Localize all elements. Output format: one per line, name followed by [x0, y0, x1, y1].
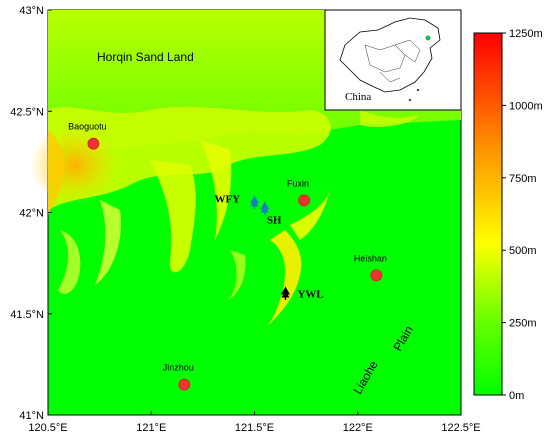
site-tree-trunk	[264, 212, 266, 215]
site-markers: WFY SH YWL	[215, 193, 324, 300]
site-label: SH	[267, 214, 282, 226]
legend-label: 0m	[509, 390, 524, 402]
city-label: Jinzhou	[163, 363, 194, 373]
city-label: Heishan	[354, 253, 387, 263]
city-marker	[370, 269, 383, 282]
latitude-axis: 43°N 42.5°N 42°N 41.5°N 41°N	[10, 5, 52, 422]
region-label-horqin: Horqin Sand Land	[97, 50, 194, 64]
city-marker	[298, 194, 310, 207]
lon-tick-label: 121°E	[136, 422, 166, 434]
lat-tick-label: 42°N	[19, 208, 44, 220]
legend-label: 250m	[509, 318, 537, 330]
city-label: Fuxin	[287, 178, 309, 188]
site-label: WFY	[215, 193, 241, 205]
site-tree-trunk	[284, 297, 287, 300]
longitude-axis: 120.5°E 121°E 121.5°E 122°E 122.5°E	[28, 411, 481, 434]
legend-label: 1250m	[509, 28, 543, 40]
site-tree-marker	[280, 286, 290, 298]
lat-tick-label: 41°N	[19, 410, 44, 422]
lon-tick-label: 122.5°E	[441, 422, 480, 434]
site-label: YWL	[297, 289, 323, 301]
inset-china-map: China	[324, 9, 462, 111]
lon-tick-label: 122°E	[343, 422, 373, 434]
legend-colorbar	[473, 32, 503, 396]
site-tree-marker	[250, 195, 259, 207]
inset-label: China	[345, 91, 371, 103]
lat-tick-label: 43°N	[19, 5, 44, 17]
city-marker	[87, 137, 100, 150]
elevation-legend: 1250m 1000m 750m 500m 250m 0m	[473, 28, 543, 402]
legend-label: 500m	[509, 245, 537, 257]
city-marker	[178, 378, 191, 391]
city-markers: Baoguotu Fuxin Heishan Jinzhou	[68, 122, 387, 391]
lat-tick-label: 42.5°N	[10, 106, 44, 118]
lon-tick-label: 121.5°E	[235, 422, 274, 434]
inset-study-area-marker	[425, 35, 431, 41]
site-tree-trunk	[253, 206, 256, 209]
lon-tick-label: 120.5°E	[28, 422, 67, 434]
legend-label: 1000m	[509, 100, 543, 112]
lat-tick-label: 41.5°N	[10, 309, 44, 321]
city-label: Baoguotu	[68, 122, 107, 132]
site-tree-marker	[260, 201, 270, 213]
legend-label: 750m	[509, 173, 537, 185]
